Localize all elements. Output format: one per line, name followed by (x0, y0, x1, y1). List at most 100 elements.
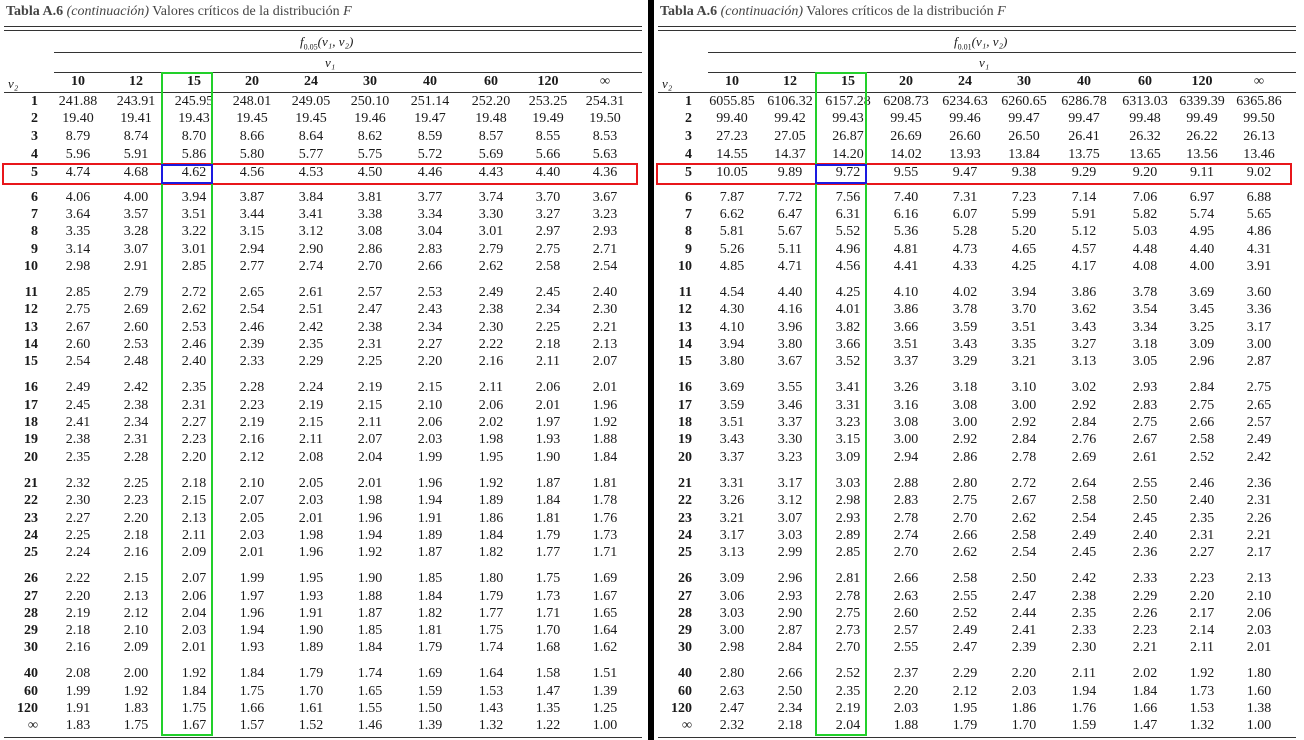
table-cell: 1.53 (478, 684, 504, 699)
table-cell: 2.60 (893, 606, 919, 621)
table-cell: 3.22 (181, 224, 207, 239)
table-cell: 5.67 (777, 224, 803, 239)
table-cell: 5.91 (1071, 207, 1097, 222)
table-cell: 1.62 (592, 640, 618, 655)
table-cell: 3.00 (952, 415, 978, 430)
table-cell: 2.40 (1132, 528, 1158, 543)
table-cell: 2.04 (181, 606, 207, 621)
row-label: 24 (678, 528, 692, 543)
table-cell: 1.81 (417, 623, 443, 638)
table-cell: 2.23 (123, 493, 149, 508)
table-cell: 2.93 (835, 511, 861, 526)
table-cell: 2.14 (1189, 623, 1215, 638)
table-cell: 7.56 (835, 190, 861, 205)
table-cell: 2.18 (181, 476, 207, 491)
table-cell: 99.47 (1008, 111, 1040, 126)
table-cell: 19.47 (414, 111, 446, 126)
table-cell: 2.23 (239, 398, 265, 413)
table-cell: 2.10 (239, 476, 265, 491)
table-cell: 5.80 (239, 147, 265, 162)
highlight-cell-box (161, 164, 213, 184)
table-cell: 4.40 (535, 165, 561, 180)
table-cell: 2.42 (298, 320, 324, 335)
table-cell: 2.78 (835, 589, 861, 604)
table-cell: 2.87 (1246, 354, 1272, 369)
table-cell: 2.54 (1071, 511, 1097, 526)
table-cell: 2.84 (1189, 380, 1215, 395)
table-cell: 2.23 (181, 432, 207, 447)
table-cell: 3.37 (777, 415, 803, 430)
row-label: 20 (24, 450, 38, 465)
table-cell: 4.73 (952, 242, 978, 257)
table-cell: 2.29 (952, 666, 978, 681)
table-cell: 2.47 (952, 640, 978, 655)
table-cell: 2.50 (777, 684, 803, 699)
table-cell: 4.16 (777, 302, 803, 317)
table-cell: 3.66 (835, 337, 861, 352)
table-cell: 1.95 (952, 701, 978, 716)
table-cell: 1.95 (298, 571, 324, 586)
row-label: 12 (24, 302, 38, 317)
table-cell: 2.01 (298, 511, 324, 526)
table-cell: 2.01 (239, 545, 265, 560)
table-cell: 2.20 (65, 589, 91, 604)
table-cell: 13.84 (1008, 147, 1040, 162)
table-cell: 1.73 (592, 528, 618, 543)
table-cell: 2.65 (239, 285, 265, 300)
table-cell: 2.76 (1071, 432, 1097, 447)
table-cell: 3.29 (952, 354, 978, 369)
row-label: 7 (685, 207, 692, 222)
column-header: 15 (187, 74, 201, 89)
row-label: 21 (678, 476, 692, 491)
table-cell: 2.32 (719, 718, 745, 733)
table-cell: 6313.03 (1122, 94, 1168, 109)
highlight-row-box (656, 163, 1292, 185)
f-group-rule (708, 52, 1296, 53)
table-cell: 2.23 (1132, 623, 1158, 638)
table-cell: 3.18 (952, 380, 978, 395)
table-cell: 2.20 (1189, 589, 1215, 604)
table-cell: 2.70 (952, 511, 978, 526)
table-cell: 14.37 (774, 147, 806, 162)
table-cell: 3.09 (1189, 337, 1215, 352)
table-cell: 1.97 (239, 589, 265, 604)
table-cell: 2.42 (123, 380, 149, 395)
f-group-rule (54, 52, 642, 53)
table-cell: 3.07 (777, 511, 803, 526)
table-cell: 2.98 (65, 259, 91, 274)
table-cell: 2.34 (777, 701, 803, 716)
table-cell: 1.78 (592, 493, 618, 508)
table-cell: 2.34 (417, 320, 443, 335)
panel-divider (648, 0, 654, 740)
row-label: 16 (678, 380, 692, 395)
row-label: 27 (24, 589, 38, 604)
table-cell: 2.35 (65, 450, 91, 465)
f-header-alpha: 0.01 (957, 42, 972, 52)
table-cell: 4.81 (893, 242, 919, 257)
table-cell: 2.93 (1132, 380, 1158, 395)
table-cell: 1.74 (357, 666, 383, 681)
table-cell: 2.19 (357, 380, 383, 395)
highlight-column-box (161, 72, 213, 736)
row-label: 29 (24, 623, 38, 638)
row-label: 11 (24, 285, 38, 300)
table-cell: 3.55 (777, 380, 803, 395)
table-cell: 2.15 (357, 398, 383, 413)
table-cell: 3.27 (1071, 337, 1097, 352)
row-label: 26 (24, 571, 38, 586)
table-cell: 1.55 (357, 701, 383, 716)
table-cell: 2.66 (777, 666, 803, 681)
table-cell: 3.57 (123, 207, 149, 222)
table-cell: 2.49 (1071, 528, 1097, 543)
table-cell: 1.90 (298, 623, 324, 638)
row-label: ∞ (682, 718, 692, 733)
table-cell: 2.75 (535, 242, 561, 257)
table-cell: 3.44 (239, 207, 265, 222)
row-label: 22 (24, 493, 38, 508)
table-cell: 2.18 (535, 337, 561, 352)
table-cell: 2.79 (478, 242, 504, 257)
table-cell: 3.03 (777, 528, 803, 543)
table-cell: 2.58 (1011, 528, 1037, 543)
table-cell: 1.88 (357, 589, 383, 604)
table-cell: 2.84 (1071, 415, 1097, 430)
